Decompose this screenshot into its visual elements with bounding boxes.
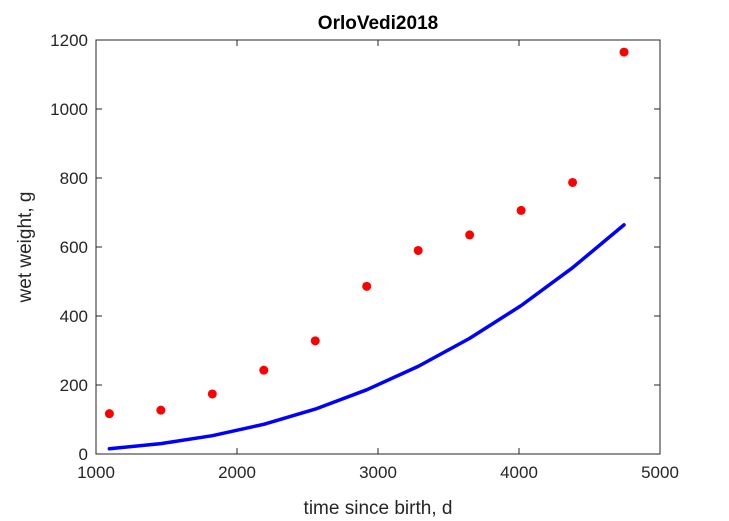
data-point	[516, 205, 526, 215]
x-tick-label: 3000	[359, 463, 397, 482]
y-tick-label: 0	[79, 445, 88, 464]
data-point	[104, 409, 114, 419]
fit-curve-line	[107, 223, 626, 451]
y-tick-label: 1000	[50, 100, 88, 119]
data-point	[413, 245, 423, 255]
x-tick-label: 5000	[641, 463, 679, 482]
chart-title: OrloVedi2018	[318, 13, 438, 34]
data-point	[259, 365, 269, 375]
data-point	[465, 230, 475, 240]
y-tick-label: 800	[60, 169, 88, 188]
y-tick-label: 200	[60, 376, 88, 395]
data-point	[207, 389, 217, 399]
y-tick-label: 400	[60, 307, 88, 326]
x-axis-label: time since birth, d	[304, 498, 453, 519]
data-point	[156, 405, 166, 415]
data-point	[568, 177, 578, 187]
data-point	[310, 336, 320, 346]
plot-layer	[104, 47, 629, 451]
y-tick-label: 1200	[50, 31, 88, 50]
x-tick-label: 1000	[77, 463, 115, 482]
plot-area	[96, 40, 660, 454]
x-tick-label: 4000	[500, 463, 538, 482]
data-point	[619, 47, 629, 57]
x-tick-label: 2000	[218, 463, 256, 482]
y-axis-label: wet weight, g	[15, 192, 36, 304]
axes-layer: 1000 2000 3000 4000 5000 0 200 400 600 800 1000 120…	[50, 31, 679, 482]
y-tick-label: 600	[60, 238, 88, 257]
data-point	[362, 281, 372, 291]
